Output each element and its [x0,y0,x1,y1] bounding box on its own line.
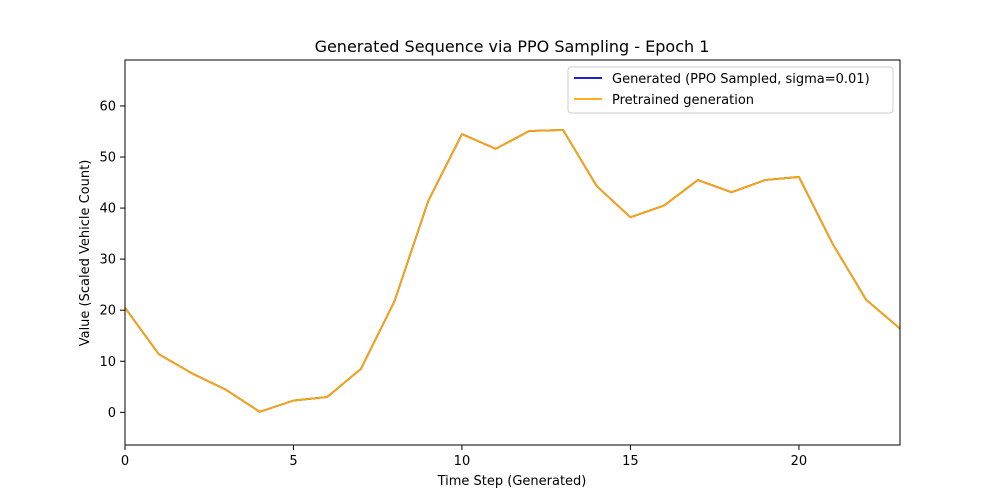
legend-label-generated: Generated (PPO Sampled, sigma=0.01) [612,72,870,87]
series-line-1 [124,129,901,413]
legend-box [567,66,894,114]
x-tick-label: 15 [622,454,639,469]
y-tick-label: 20 [99,304,116,319]
y-axis-label: Value (Scaled Vehicle Count) [78,160,93,347]
y-tick-label: 30 [99,253,116,268]
legend-label-pretrained: Pretrained generation [612,93,754,108]
chart-title: Generated Sequence via PPO Sampling - Ep… [315,37,710,56]
x-tick-label: 20 [791,454,808,469]
y-tick-label: 0 [108,406,116,421]
plot-lines [124,129,901,413]
x-axis-ticks: 0 5 10 15 20 [121,445,807,469]
y-axis-ticks: 0 10 20 30 40 50 60 [99,99,125,421]
x-tick-label: 5 [289,454,297,469]
legend: Generated (PPO Sampled, sigma=0.01) Pret… [567,66,894,114]
x-axis-label: Time Step (Generated) [437,474,587,489]
x-tick-label: 0 [121,454,129,469]
y-tick-label: 10 [99,355,116,370]
y-tick-label: 60 [99,99,116,114]
x-tick-label: 10 [454,454,471,469]
y-tick-label: 50 [99,151,116,166]
plot-frame [124,59,901,446]
y-tick-label: 40 [99,202,116,217]
